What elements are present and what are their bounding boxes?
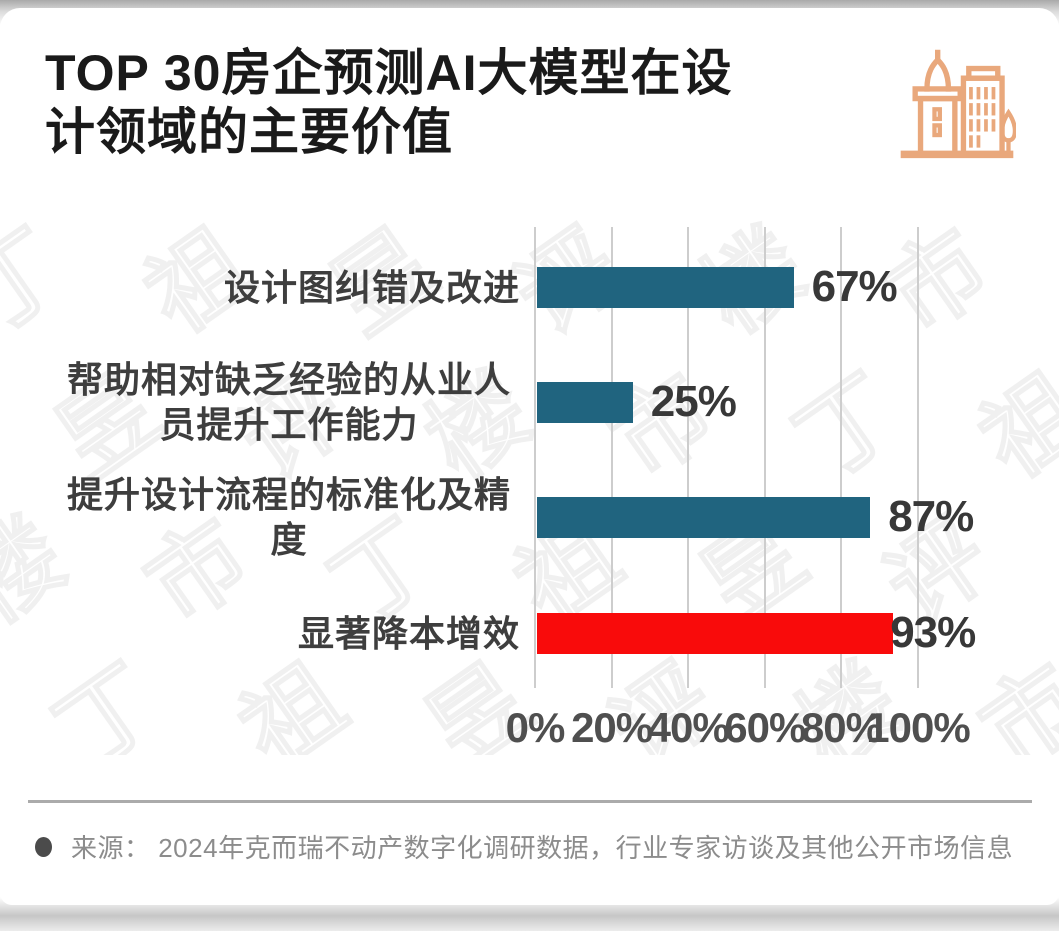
bar <box>537 381 633 423</box>
value-label: 93% <box>890 608 976 657</box>
title-line-1: TOP 30房企预测AI大模型在设 <box>45 45 733 101</box>
value-label: 67% <box>811 262 898 311</box>
x-tick-label: 20% <box>571 704 653 751</box>
gridline <box>534 227 536 688</box>
bar-row: 显著降本增效 93% <box>0 575 1059 691</box>
gridline <box>840 227 843 688</box>
x-tick-label: 100% <box>866 704 970 751</box>
card-bottom-edge <box>0 893 1059 931</box>
gridline <box>687 227 690 688</box>
bar-track: 93% <box>535 575 976 691</box>
x-tick-label: 0% <box>505 704 566 751</box>
category-label: 显著降本增效 <box>297 612 520 654</box>
title-line-2: 计领域的主要价值 <box>45 104 453 160</box>
buildings-icon <box>900 49 1016 159</box>
x-tick-label: 60% <box>724 704 806 751</box>
plot-area <box>534 227 919 688</box>
page-title: TOP 30房企预测AI大模型在设 计领域的主要价值 <box>45 44 885 162</box>
bar <box>537 266 794 308</box>
x-tick-label: 40% <box>647 704 730 751</box>
bar <box>537 496 871 538</box>
bar-track: 67% <box>535 229 918 345</box>
bar <box>537 612 894 654</box>
x-axis: 0% 20% 40% 60% 80% 100% <box>506 704 971 766</box>
bar-row: 设计图纠错及改进 67% <box>0 229 1059 345</box>
bar-row: 提升设计流程的标准化及精度 87% <box>0 459 1059 575</box>
category-label: 帮助相对缺乏经验的从业人员提升工作能力 <box>66 359 511 445</box>
bullet-icon <box>35 836 52 857</box>
category-label: 提升设计流程的标准化及精度 <box>66 474 511 560</box>
card-top-edge <box>0 0 1059 28</box>
footer-divider <box>28 800 1032 803</box>
bar-track: 87% <box>535 459 974 575</box>
gridline <box>610 227 613 688</box>
bar-track: 25% <box>535 344 918 460</box>
gridline <box>763 227 766 688</box>
value-label: 25% <box>650 377 737 426</box>
category-label: 设计图纠错及改进 <box>223 266 520 308</box>
gridline <box>917 227 919 688</box>
source-row: 来源： 2024年克而瑞不动产数字化调研数据，行业专家访谈及其他公开市场信息 <box>35 828 1035 865</box>
bar-row: 帮助相对缺乏经验的从业人员提升工作能力 25% <box>0 344 1059 460</box>
x-tick-label: 80% <box>800 704 883 751</box>
source-text: 来源： 2024年克而瑞不动产数字化调研数据，行业专家访谈及其他公开市场信息 <box>71 833 1014 863</box>
value-label: 87% <box>888 492 974 541</box>
